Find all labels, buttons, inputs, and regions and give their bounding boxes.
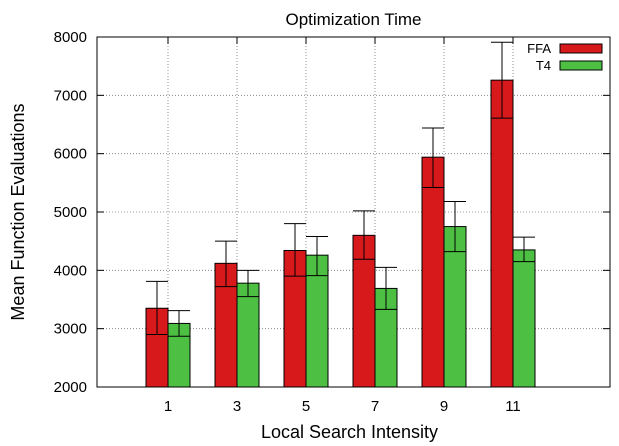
y-tick-label: 7000	[54, 87, 87, 104]
y-tick-label: 6000	[54, 146, 87, 163]
legend-swatch-t4	[559, 60, 603, 71]
x-axis-label: Local Search Intensity	[261, 422, 438, 442]
x-tick-label: 5	[302, 398, 310, 415]
error-bars	[146, 41, 535, 337]
bar-t4-11	[512, 249, 536, 388]
y-axis-label: Mean Function Evaluations	[8, 103, 28, 320]
x-tick-label: 7	[371, 398, 379, 415]
bar-ffa-11	[490, 79, 514, 388]
y-tick-label: 8000	[54, 29, 87, 46]
chart-title: Optimization Time	[285, 10, 421, 29]
y-axis-ticks: 2000 3000 4000 5000 6000 7000 8000	[54, 29, 610, 396]
y-tick-label: 5000	[54, 204, 87, 221]
bar-ffa-9	[421, 156, 445, 388]
legend-label: T4	[536, 58, 551, 73]
y-tick-label: 2000	[54, 379, 87, 396]
x-tick-label: 3	[233, 398, 241, 415]
bar-t4-3	[236, 282, 260, 388]
legend-swatch-ffa	[559, 43, 603, 54]
x-axis-ticks: 1 3 5 7 9 11	[164, 37, 521, 415]
y-tick-label: 4000	[54, 262, 87, 279]
y-tick-label: 3000	[54, 321, 87, 338]
legend-label: FFA	[527, 41, 551, 56]
x-tick-label: 9	[440, 398, 448, 415]
legend: FFA T4	[527, 41, 603, 73]
x-tick-label: 1	[164, 398, 172, 415]
x-tick-label: 11	[505, 398, 521, 415]
bars	[145, 79, 536, 388]
